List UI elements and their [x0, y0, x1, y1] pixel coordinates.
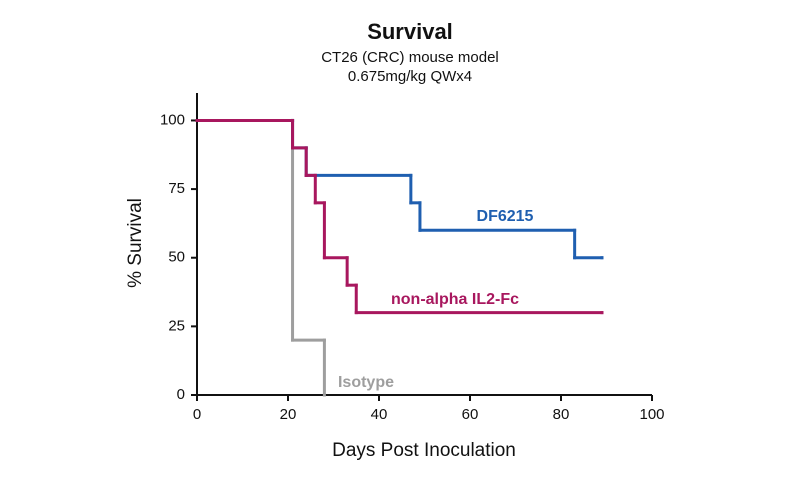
x-tick-label: 80 [553, 406, 570, 423]
series-label: non-alpha IL2-Fc [391, 291, 519, 308]
y-tick-label: 0 [177, 386, 185, 403]
x-tick-label: 100 [639, 406, 664, 423]
y-tick-label: 50 [168, 249, 185, 266]
x-tick-label: 0 [193, 406, 201, 423]
y-axis-label: % Survival [125, 198, 146, 288]
y-tick-label: 100 [160, 111, 185, 128]
x-axis-label: Days Post Inoculation [332, 440, 516, 461]
x-tick-label: 20 [280, 406, 297, 423]
y-tick-label: 25 [168, 317, 185, 334]
x-tick-label: 40 [371, 406, 388, 423]
chart-title: Survival [367, 19, 453, 44]
series-label: Isotype [338, 374, 394, 391]
y-tick-label: 75 [168, 180, 185, 197]
series-label: DF6215 [477, 208, 534, 225]
chart-subtitle: CT26 (CRC) mouse model [321, 49, 499, 66]
x-tick-label: 60 [462, 406, 479, 423]
chart-subtitle: 0.675mg/kg QWx4 [348, 68, 472, 85]
